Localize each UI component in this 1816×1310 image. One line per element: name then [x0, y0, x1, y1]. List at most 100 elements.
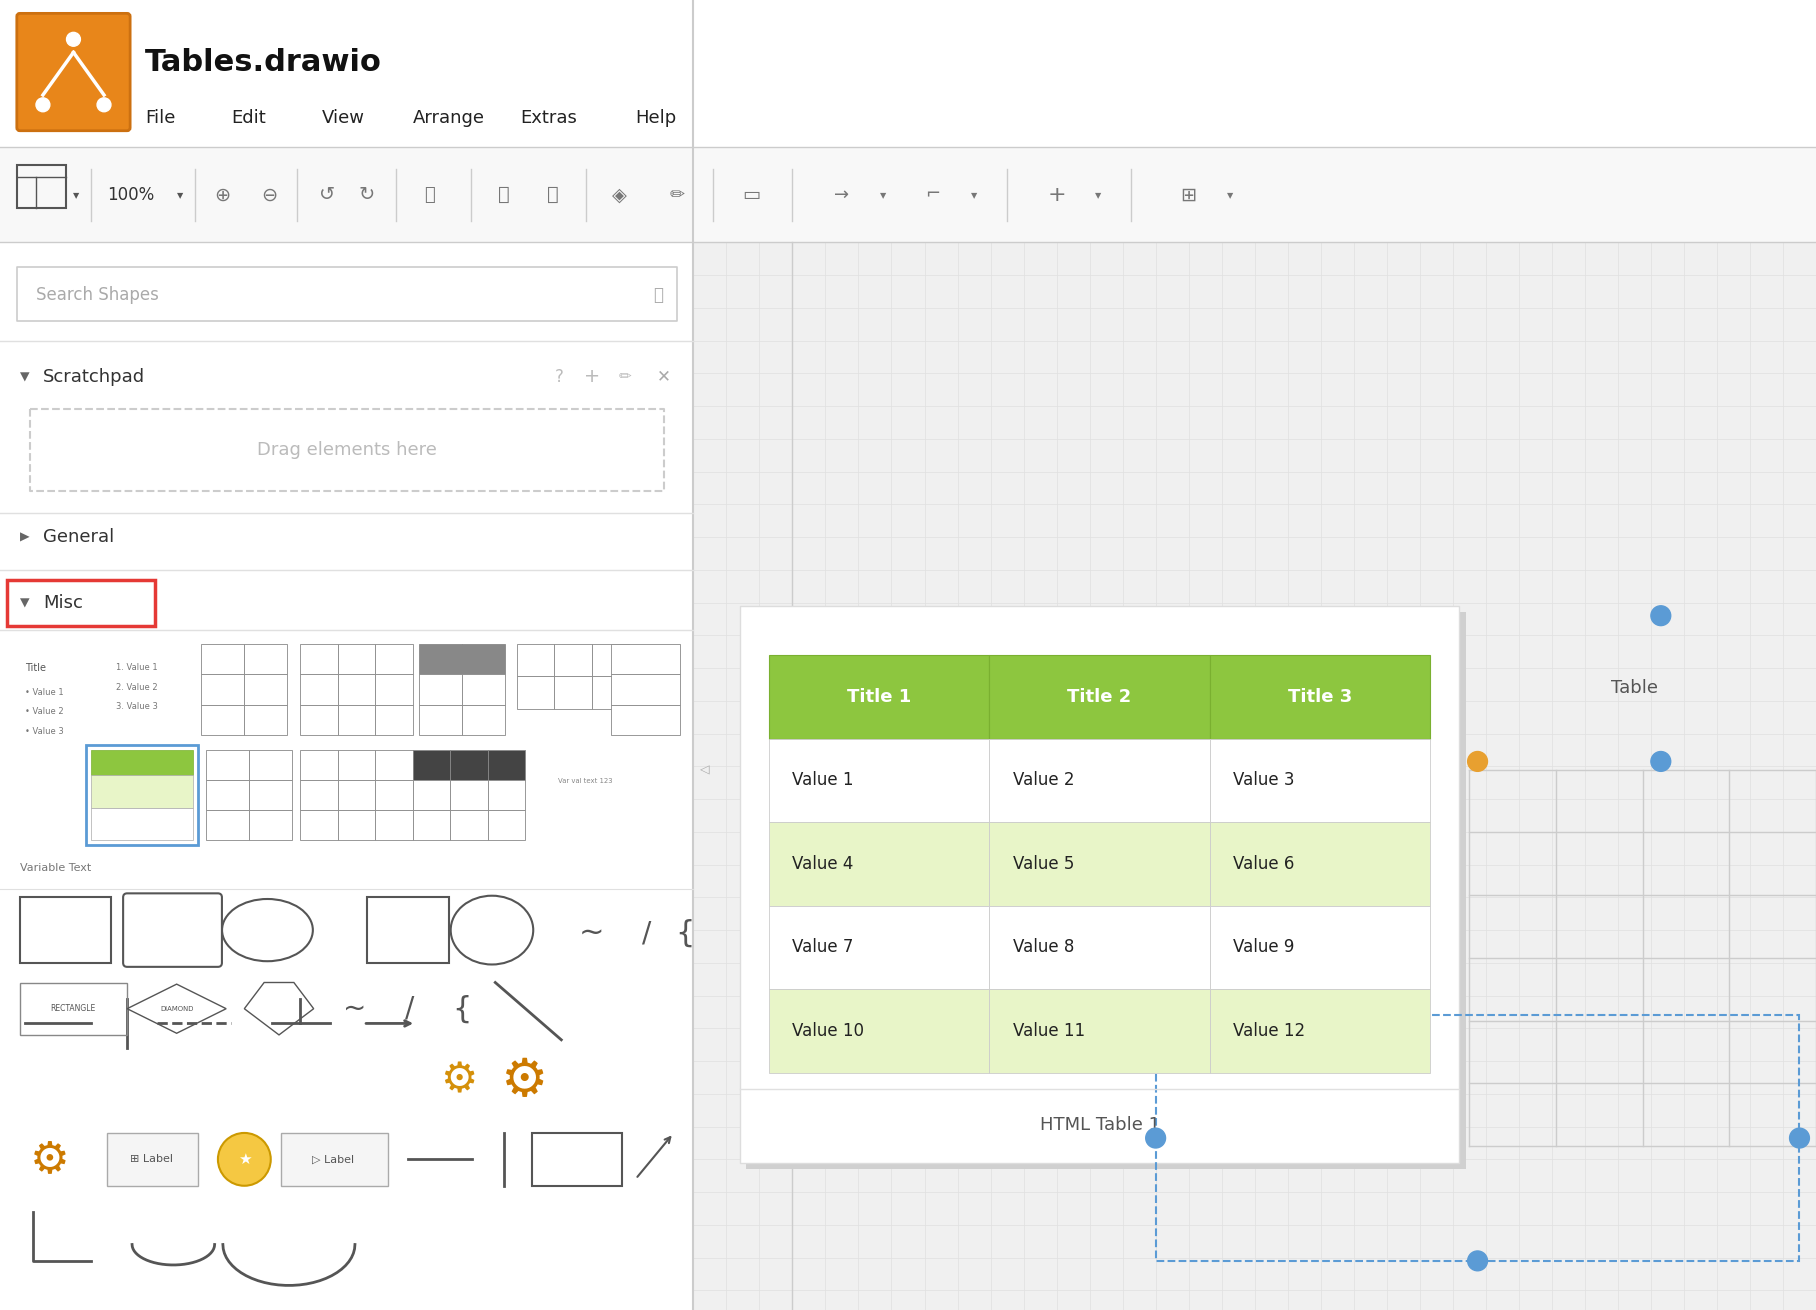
Text: Var val text 123: Var val text 123: [558, 778, 612, 785]
Text: 🗑: 🗑: [423, 186, 434, 204]
Bar: [610, 643, 681, 675]
Bar: [338, 705, 376, 735]
Text: ◁: ◁: [699, 764, 710, 776]
Bar: [518, 643, 554, 676]
Bar: [554, 676, 592, 709]
Text: Value 12: Value 12: [1233, 1022, 1306, 1040]
Bar: [7, 579, 154, 626]
Bar: [487, 779, 525, 810]
Bar: [770, 905, 990, 989]
Bar: [20, 982, 127, 1035]
Text: Link: Link: [470, 774, 501, 789]
Bar: [463, 643, 505, 675]
Text: ★: ★: [238, 1151, 251, 1167]
Bar: [770, 739, 990, 823]
Circle shape: [1467, 752, 1487, 772]
Bar: [249, 749, 292, 779]
Bar: [91, 807, 192, 840]
Text: Value 5: Value 5: [1013, 855, 1073, 872]
Bar: [990, 905, 1209, 989]
Text: ▾: ▾: [1095, 189, 1100, 202]
Bar: [1209, 739, 1429, 823]
Circle shape: [218, 1133, 271, 1186]
Text: Edit: Edit: [231, 109, 265, 127]
Text: Value 1: Value 1: [792, 772, 854, 789]
Bar: [376, 675, 412, 705]
Text: ✏: ✏: [670, 186, 685, 204]
Text: Title 3: Title 3: [1288, 688, 1351, 706]
Bar: [338, 675, 376, 705]
Bar: [91, 776, 192, 807]
Text: ▼: ▼: [20, 596, 29, 609]
Text: ▾: ▾: [176, 189, 183, 202]
Text: Value 3: Value 3: [1233, 772, 1295, 789]
Bar: [207, 779, 249, 810]
Text: ?: ?: [554, 368, 563, 385]
Text: ▾: ▾: [1228, 189, 1233, 202]
Bar: [338, 810, 376, 840]
Bar: [249, 810, 292, 840]
Text: 1. Value 1: 1. Value 1: [116, 663, 158, 672]
Text: Search Shapes: Search Shapes: [36, 286, 160, 304]
Bar: [610, 675, 681, 705]
Bar: [338, 643, 376, 675]
Bar: [85, 745, 198, 845]
Text: ▶: ▶: [20, 531, 29, 544]
Bar: [770, 823, 990, 905]
Bar: [412, 779, 450, 810]
Text: 100%: 100%: [107, 186, 154, 204]
Bar: [338, 779, 376, 810]
Text: ◈: ◈: [612, 185, 627, 204]
Bar: [412, 749, 450, 779]
Bar: [29, 409, 663, 491]
Bar: [419, 705, 463, 735]
Text: Title: Title: [25, 663, 45, 673]
Text: Misc: Misc: [44, 593, 84, 612]
Text: +: +: [585, 367, 601, 386]
Text: Help: Help: [636, 109, 677, 127]
Text: General: General: [44, 528, 114, 546]
Bar: [770, 655, 990, 739]
Text: ⚙: ⚙: [439, 1060, 478, 1102]
Text: ↻: ↻: [358, 185, 374, 204]
Bar: [770, 989, 990, 1073]
Bar: [592, 676, 628, 709]
Text: Value 10: Value 10: [792, 1022, 864, 1040]
Bar: [1209, 655, 1429, 739]
Text: ▾: ▾: [972, 189, 977, 202]
Text: 3. Value 3: 3. Value 3: [116, 702, 158, 711]
Text: Value 11: Value 11: [1013, 1022, 1084, 1040]
Bar: [463, 675, 505, 705]
Text: Value 2: Value 2: [1013, 772, 1073, 789]
Bar: [1209, 989, 1429, 1073]
Bar: [746, 612, 1466, 1169]
Bar: [300, 705, 338, 735]
Bar: [0, 242, 694, 1310]
Bar: [1209, 823, 1429, 905]
Text: ⊖: ⊖: [262, 185, 278, 204]
Text: Tables.drawio: Tables.drawio: [145, 47, 381, 77]
Circle shape: [1467, 1251, 1487, 1271]
Bar: [487, 749, 525, 779]
Bar: [300, 643, 338, 675]
Bar: [450, 779, 487, 810]
Text: ▷ Label: ▷ Label: [312, 1154, 354, 1165]
Bar: [554, 643, 592, 676]
Bar: [376, 749, 412, 779]
Bar: [1155, 1015, 1800, 1260]
Text: {: {: [676, 918, 696, 948]
Text: • Value 2: • Value 2: [25, 707, 64, 717]
Circle shape: [1651, 605, 1671, 626]
Bar: [610, 705, 681, 735]
Bar: [376, 705, 412, 735]
Text: ▾: ▾: [73, 189, 78, 202]
Text: • Value 1: • Value 1: [25, 688, 64, 697]
Circle shape: [36, 98, 49, 111]
Bar: [249, 779, 292, 810]
Text: /: /: [405, 994, 414, 1023]
Text: ⚙: ⚙: [501, 1055, 548, 1107]
Bar: [300, 779, 338, 810]
Text: ~: ~: [577, 918, 603, 948]
Text: RECTANGLE: RECTANGLE: [51, 1005, 94, 1013]
Text: Drag elements here: Drag elements here: [256, 441, 436, 460]
